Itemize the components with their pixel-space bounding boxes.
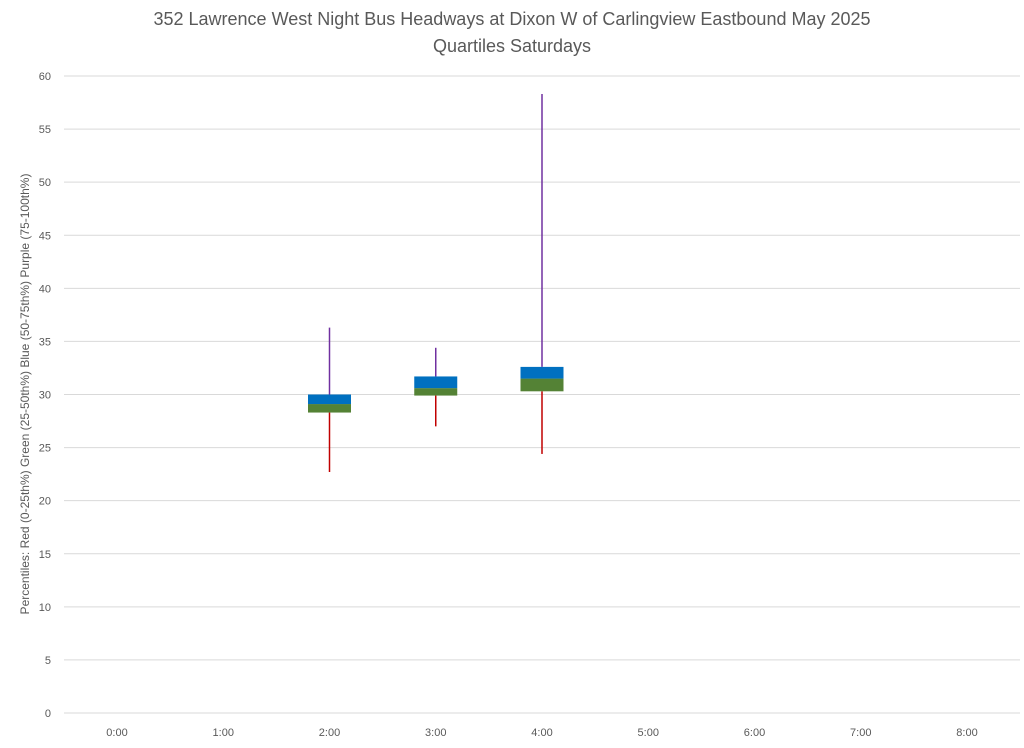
chart-title: 352 Lawrence West Night Bus Headways at … (153, 9, 871, 29)
x-tick-label: 1:00 (213, 727, 234, 739)
chart-subtitle: Quartiles Saturdays (432, 36, 592, 56)
lower-box (520, 378, 564, 392)
y-tick-label: 55 (39, 124, 51, 136)
x-tick-label: 2:00 (319, 727, 340, 739)
upper-box (520, 366, 564, 379)
x-tick-label: 6:00 (744, 727, 765, 739)
y-tick-label: 5 (45, 655, 51, 667)
y-tick-label: 50 (39, 177, 51, 189)
y-tick-label: 25 (39, 443, 51, 455)
x-tick-label: 8:00 (956, 727, 977, 739)
upper-box (414, 376, 458, 389)
y-tick-label: 45 (39, 230, 51, 242)
y-tick-label: 35 (39, 336, 51, 348)
x-tick-label: 0:00 (106, 727, 127, 739)
y-tick-label: 0 (45, 708, 51, 720)
upper-box (308, 394, 351, 405)
y-tick-label: 40 (39, 283, 51, 295)
y-tick-label: 10 (39, 602, 51, 614)
y-axis-label: Percentiles: Red (0-25th%) Green (25-50t… (18, 174, 32, 615)
lower-box (308, 404, 351, 413)
y-tick-label: 60 (39, 71, 51, 83)
y-tick-label: 15 (39, 549, 51, 561)
x-tick-label: 4:00 (531, 727, 552, 739)
y-tick-label: 30 (39, 390, 51, 402)
y-tick-label: 20 (39, 496, 51, 508)
x-tick-label: 7:00 (850, 727, 871, 739)
lower-box (414, 388, 458, 396)
x-tick-label: 5:00 (638, 727, 659, 739)
x-tick-label: 3:00 (425, 727, 446, 739)
